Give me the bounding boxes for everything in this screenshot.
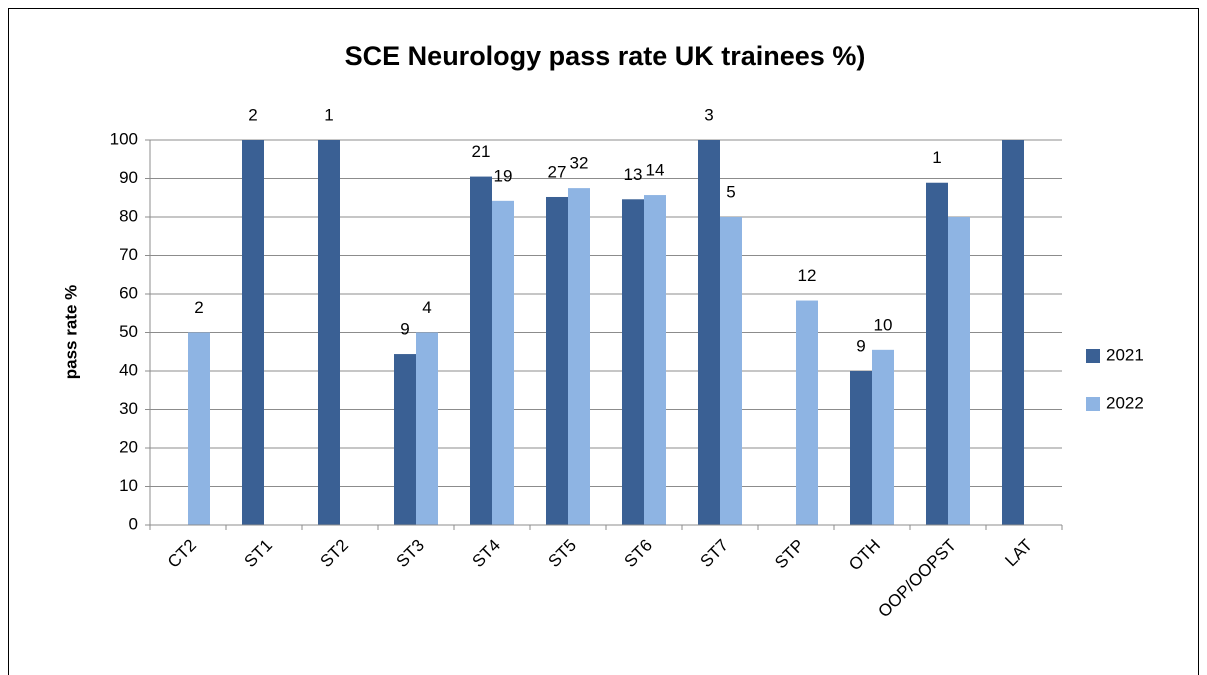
y-tick-label: 20: [119, 437, 138, 456]
bar: [188, 332, 210, 525]
legend-swatch: [1086, 349, 1100, 363]
y-tick-label: 60: [119, 283, 138, 302]
bar: [948, 217, 970, 525]
x-tick-label: ST4: [469, 536, 504, 571]
bar-annotation: 12: [798, 266, 817, 285]
bar: [416, 332, 438, 525]
bar: [568, 188, 590, 525]
bar-annotation: 27: [548, 162, 567, 181]
x-tick-label: LAT: [1001, 536, 1036, 571]
y-axis-label: pass rate %: [61, 285, 80, 380]
bar-annotation: 32: [570, 154, 589, 173]
x-tick-label: ST7: [697, 536, 732, 571]
legend-label: 2021: [1106, 345, 1144, 364]
x-tick-label: OOP/OOPST: [874, 536, 960, 622]
bar: [242, 140, 264, 525]
bar-annotation: 14: [646, 161, 665, 180]
bar: [926, 182, 948, 526]
bar-annotation: 19: [494, 166, 513, 185]
y-tick-label: 90: [119, 168, 138, 187]
chart-title: SCE Neurology pass rate UK trainees %): [345, 41, 866, 71]
bar-annotation: 5: [726, 182, 735, 201]
x-tick-label: ST1: [241, 536, 276, 571]
bar: [796, 300, 818, 525]
legend-label: 2022: [1106, 393, 1144, 412]
bar-annotation: 21: [472, 142, 491, 161]
x-tick-label: ST2: [317, 536, 352, 571]
x-tick-label: ST6: [621, 536, 656, 571]
bar-annotation: 9: [400, 320, 409, 339]
y-tick-label: 70: [119, 245, 138, 264]
bar: [546, 196, 568, 526]
x-tick-label: CT2: [164, 536, 200, 572]
y-tick-label: 40: [119, 360, 138, 379]
bar-annotation: 3: [704, 105, 713, 124]
bar: [470, 176, 492, 525]
bar-annotation: 1: [932, 148, 941, 167]
bar: [720, 217, 742, 525]
bar: [492, 200, 514, 525]
bar: [394, 354, 416, 525]
bar: [318, 140, 340, 525]
bar: [1002, 140, 1024, 525]
y-tick-label: 30: [119, 399, 138, 418]
x-tick-label: OTH: [845, 536, 884, 575]
x-tick-label: ST5: [545, 536, 580, 571]
bar: [622, 199, 644, 526]
bar: [698, 140, 720, 525]
chart-border: [8, 8, 1199, 675]
y-tick-label: 100: [110, 129, 138, 148]
bar-annotation: 10: [874, 315, 893, 334]
bar-annotation: 1: [324, 105, 333, 124]
bar: [850, 371, 872, 525]
y-tick-label: 0: [129, 514, 138, 533]
legend-swatch: [1086, 397, 1100, 411]
bar-annotation: 4: [422, 298, 431, 317]
bar-annotation: 2: [194, 298, 203, 317]
x-tick-label: ST3: [393, 536, 428, 571]
bar: [644, 195, 666, 525]
bar-annotation: 9: [856, 336, 865, 355]
y-tick-label: 80: [119, 206, 138, 225]
bar-annotation: 13: [624, 165, 643, 184]
y-tick-label: 50: [119, 322, 138, 341]
bar-annotation: 2: [248, 105, 257, 124]
bar: [872, 349, 894, 525]
y-tick-label: 10: [119, 476, 138, 495]
x-tick-label: STP: [771, 536, 808, 573]
